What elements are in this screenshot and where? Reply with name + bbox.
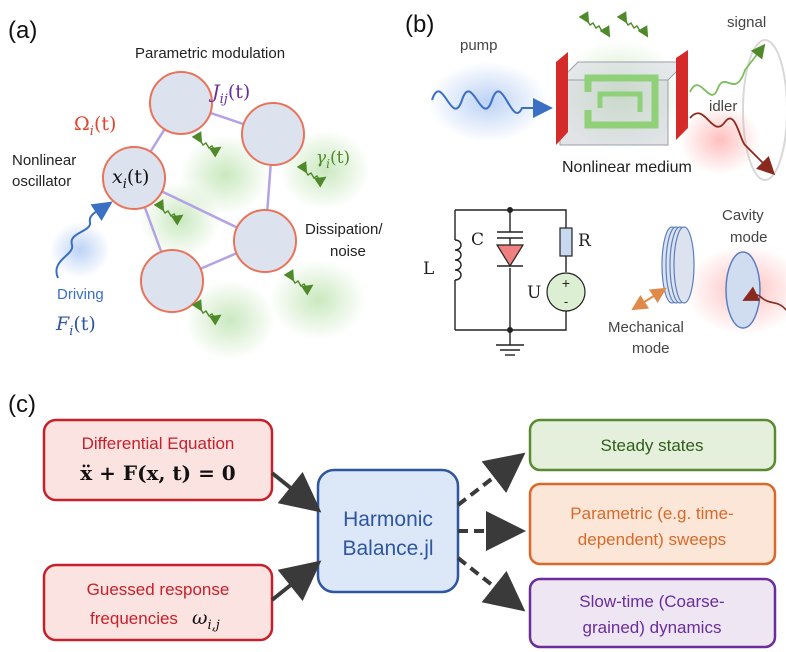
dissipation-arrow bbox=[191, 131, 222, 158]
oscillator-label-line1: Nonlinear bbox=[12, 152, 76, 169]
panel-a-tag: (a) bbox=[8, 17, 37, 44]
harmonic-balance-line1: Harmonic bbox=[343, 508, 433, 531]
resistor bbox=[559, 227, 573, 257]
dissipation-arrow bbox=[153, 199, 184, 226]
mirror-left bbox=[556, 52, 568, 145]
input-arrow bbox=[270, 560, 322, 602]
guessed-frequencies-box bbox=[42, 563, 274, 642]
steady-states-label: Steady states bbox=[600, 436, 703, 455]
parametric-sweeps-line1: Parametric (e.g. time- bbox=[570, 504, 733, 523]
circuit-node bbox=[507, 327, 513, 333]
output-arrow bbox=[456, 556, 526, 612]
inductor-label: L bbox=[423, 259, 434, 279]
pump-label: pump bbox=[460, 37, 498, 54]
omega-label: ωi,j bbox=[192, 607, 220, 633]
panel-a: (a) bbox=[8, 17, 383, 360]
differential-equation-box bbox=[42, 418, 274, 502]
frequency-label: Ωi(t) bbox=[74, 113, 116, 139]
pump-wave-arrow bbox=[431, 90, 553, 118]
input-arrow bbox=[270, 471, 322, 513]
dissipation-label-line2: noise bbox=[330, 243, 366, 260]
parametric-modulation-label: Parametric modulation bbox=[135, 45, 285, 62]
diode bbox=[495, 244, 525, 268]
slow-time-dynamics-line1: Slow-time (Coarse- bbox=[579, 592, 724, 611]
guessed-frequencies-line2: frequencies bbox=[90, 609, 178, 628]
dissipation-arrow bbox=[578, 11, 611, 38]
signal-wave-arrow bbox=[689, 43, 766, 96]
dissipation-glow bbox=[270, 260, 366, 340]
x-variable-label: xi(t) bbox=[112, 166, 149, 192]
panel-c-tag: (c) bbox=[8, 391, 36, 418]
cavity-label-line1: Cavity bbox=[722, 207, 764, 224]
driving-label: Driving bbox=[57, 286, 104, 303]
mechanical-label-line1: Mechanical bbox=[608, 319, 684, 336]
source-minus: - bbox=[564, 294, 568, 309]
nonlinear-medium-label: Nonlinear medium bbox=[562, 159, 692, 176]
panel-b: (b) pump signal idler Nonlinear medium bbox=[405, 11, 786, 357]
cavity-loop-inner bbox=[597, 91, 643, 112]
harmonic-balance-line2: Balance.jl bbox=[342, 537, 433, 560]
oscillator-node bbox=[140, 249, 204, 313]
slow-time-dynamics-line2: grained) dynamics bbox=[583, 618, 722, 637]
oscillator-node bbox=[241, 102, 305, 166]
oscillator-label-line2: oscillator bbox=[12, 173, 71, 190]
driving-wave-arrow bbox=[55, 201, 113, 279]
dissipation-arrow bbox=[283, 269, 314, 296]
oscillator-node bbox=[233, 209, 297, 273]
circuit-node bbox=[507, 207, 513, 213]
oscillator-node bbox=[149, 71, 213, 135]
idler-wave-arrow bbox=[689, 112, 776, 176]
mechanical-mirror-stack bbox=[661, 226, 695, 304]
differential-equation-formula: ẍ + F(x, t) = 0 bbox=[80, 461, 235, 485]
dissipation-arrow bbox=[616, 11, 649, 38]
parametric-sweeps-box bbox=[528, 482, 777, 566]
signal-label: signal bbox=[727, 14, 766, 31]
idler-glow bbox=[680, 105, 760, 175]
harmonic-balance-box bbox=[316, 468, 460, 594]
output-arrow bbox=[456, 452, 526, 507]
dissipation-arrow bbox=[296, 161, 327, 188]
coupling-label: Jij(t) bbox=[208, 81, 250, 107]
panel-c: (c) Differential Equation ẍ + F(x, t) = … bbox=[8, 391, 777, 649]
slow-time-dynamics-box bbox=[528, 577, 777, 649]
force-label: Fi(t) bbox=[55, 313, 96, 339]
guessed-frequencies-line1: Guessed response bbox=[87, 580, 230, 599]
capacitor-label: C bbox=[471, 230, 484, 250]
voltage-label: U bbox=[527, 283, 541, 303]
voltage-source bbox=[546, 272, 586, 312]
driving-glow bbox=[50, 222, 110, 278]
pump-glow bbox=[428, 62, 548, 142]
oscillator-node-main bbox=[102, 146, 166, 210]
cavity-input-wave bbox=[742, 286, 786, 311]
cavity-mirror bbox=[725, 251, 761, 329]
mechanical-label-line2: mode bbox=[632, 340, 670, 357]
mechanical-motion-arrow bbox=[631, 287, 667, 311]
idler-label: idler bbox=[709, 98, 737, 115]
inductor bbox=[454, 239, 462, 281]
steady-states-box bbox=[528, 418, 777, 472]
dissipation-arrow bbox=[191, 299, 222, 326]
dissipation-label-line1: Dissipation/ bbox=[305, 221, 383, 238]
detector-ring bbox=[742, 39, 786, 181]
mirror-right bbox=[676, 50, 688, 140]
differential-equation-title: Differential Equation bbox=[82, 434, 235, 453]
resistor-label: R bbox=[578, 231, 592, 251]
panel-b-tag: (b) bbox=[405, 11, 434, 38]
gamma-label: γi(t) bbox=[316, 148, 350, 171]
source-plus: + bbox=[562, 275, 570, 291]
cavity-loop bbox=[584, 74, 659, 129]
parametric-sweeps-line2: dependent) sweeps bbox=[578, 530, 726, 549]
cavity-label-line2: mode bbox=[730, 229, 768, 246]
